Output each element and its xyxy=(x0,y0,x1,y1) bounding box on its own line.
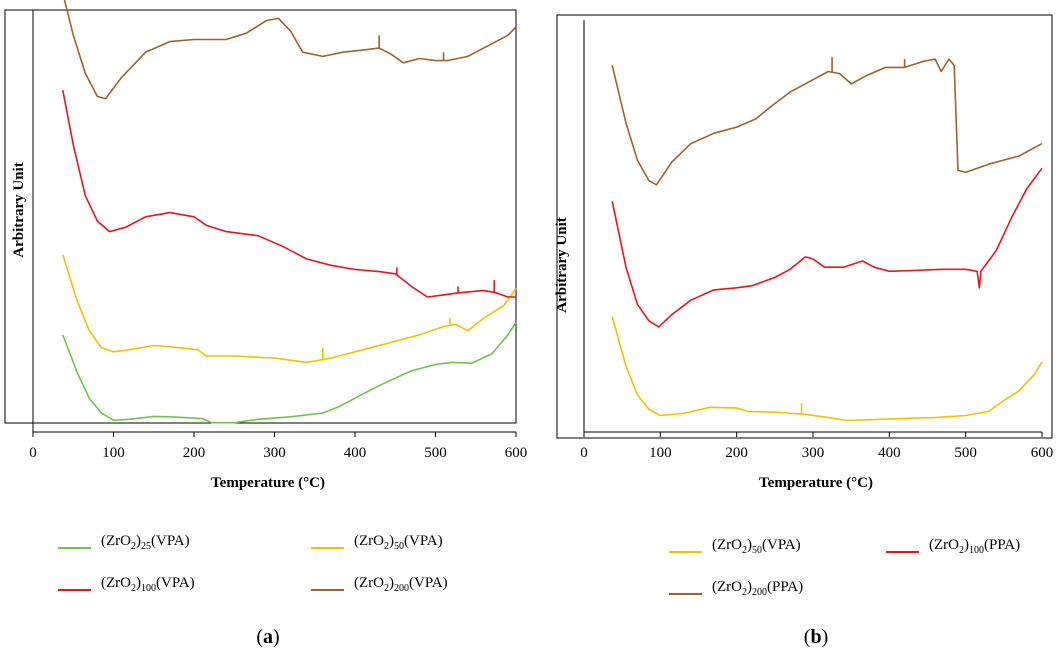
x-tick-label: 400 xyxy=(878,445,901,461)
panel-label: (b) xyxy=(804,626,828,648)
x-tick-label: 100 xyxy=(649,445,672,461)
x-tick-label: 200 xyxy=(183,445,206,461)
panel-b: 0 100 200 300 400 500 600 Temperature (°C) Arbit… xyxy=(554,14,1054,648)
x-tick-label: 200 xyxy=(725,445,748,461)
series-line-a-zro2-25-vpa xyxy=(62,321,517,424)
legend-label-a-zro2-50-vpa: (ZrO2)50(VPA) xyxy=(354,533,443,552)
legend-label-a-zro2-25-vpa: (ZrO2)25(VPA) xyxy=(101,533,190,552)
x-tick-label: 500 xyxy=(954,445,977,461)
series-line-b-zro2-50-vpa xyxy=(611,316,1043,422)
x-tick-label: 100 xyxy=(102,445,125,461)
series-line-a-zro2-50-vpa xyxy=(62,254,517,364)
y-axis-title: Arbitrary Unit xyxy=(11,162,27,257)
legend-label-a-zro2-100-vpa: (ZrO2)100(VPA) xyxy=(101,575,195,594)
legend-label-b-zro2-200-ppa: (ZrO2)200(PPA) xyxy=(712,579,803,598)
panel-a: 0 100 200 300 400 500 600 Temperature (°C) Arbit… xyxy=(4,0,528,648)
y-axis-title: Arbitrary Unit xyxy=(554,217,570,312)
x-axis-title: Temperature (°C) xyxy=(211,475,325,491)
legend-label-b-zro2-50-vpa: (ZrO2)50(VPA) xyxy=(712,537,801,556)
chart-frame xyxy=(4,9,517,424)
x-tick-label: 600 xyxy=(505,445,528,461)
x-tick-label: 600 xyxy=(1031,445,1054,461)
legend-label-b-zro2-100-ppa: (ZrO2)100(PPA) xyxy=(929,537,1020,556)
chart-frame xyxy=(556,14,1053,439)
legend-label-a-zro2-200-vpa: (ZrO2)200(VPA) xyxy=(354,575,448,594)
x-tick-label: 300 xyxy=(263,445,286,461)
x-tick-label: 500 xyxy=(424,445,447,461)
x-tick-label: 300 xyxy=(802,445,825,461)
series-line-b-zro2-100-ppa xyxy=(611,167,1043,328)
panel-label: (a) xyxy=(256,626,279,648)
x-tick-label: 0 xyxy=(29,445,37,461)
x-axis-title: Temperature (°C) xyxy=(759,475,873,491)
series-line-a-zro2-100-vpa xyxy=(62,90,516,298)
series-line-b-zro2-200-ppa xyxy=(611,58,1043,186)
x-tick-label: 400 xyxy=(344,445,367,461)
x-tick-label: 0 xyxy=(580,445,588,461)
series-line-a-zro2-200-vpa xyxy=(63,0,517,100)
